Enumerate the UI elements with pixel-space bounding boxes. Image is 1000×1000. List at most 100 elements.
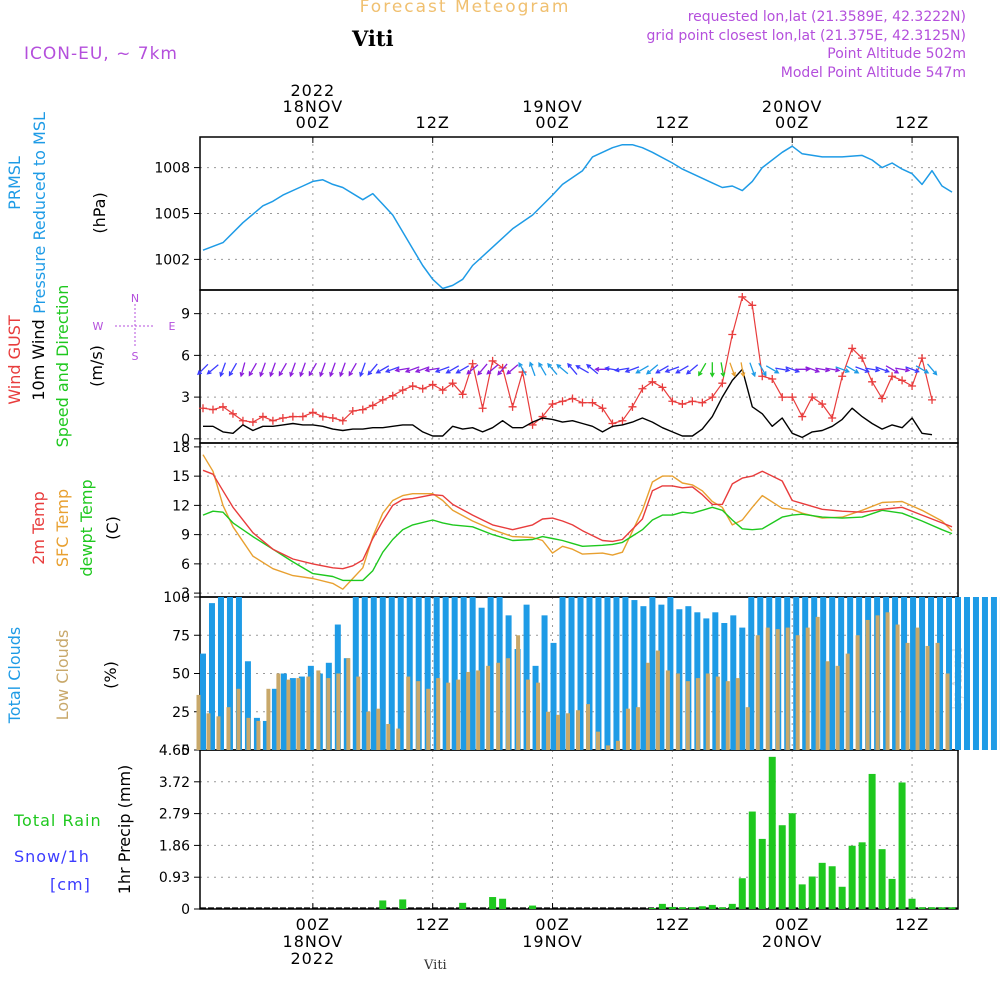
total-cloud-bar bbox=[262, 720, 269, 750]
total-cloud-bar bbox=[981, 597, 988, 750]
gust-marker bbox=[818, 400, 827, 409]
time-label-bottom: 00Z bbox=[535, 915, 569, 934]
gust-marker bbox=[898, 376, 907, 385]
total-cloud-bar bbox=[568, 597, 575, 750]
pressure-label-2: Pressure Reduced to MSL bbox=[30, 112, 49, 314]
wind-direction-arrow bbox=[885, 365, 900, 374]
low-cloud-bar bbox=[805, 627, 810, 750]
total-clouds-label: Total Clouds bbox=[5, 627, 24, 725]
gust-marker bbox=[508, 402, 517, 411]
rain-bar bbox=[818, 862, 826, 909]
wind-direction-arrow bbox=[895, 367, 911, 373]
gust-marker bbox=[488, 356, 497, 365]
wind-direction-arrow bbox=[329, 362, 336, 378]
wind-direction-arrow bbox=[835, 366, 850, 373]
wind-direction-arrow bbox=[775, 367, 791, 373]
y-tick-label: 3 bbox=[181, 586, 190, 602]
gust-marker bbox=[218, 402, 227, 411]
total-cloud-bar bbox=[963, 597, 970, 750]
wind-direction-arrow bbox=[664, 366, 680, 373]
rain-bar bbox=[948, 907, 956, 909]
low-cloud-bar bbox=[216, 716, 221, 750]
total-cloud-bar bbox=[667, 597, 674, 750]
wind-direction-arrow bbox=[319, 362, 326, 378]
time-label-top: 00Z bbox=[775, 113, 809, 132]
low-cloud-bar bbox=[326, 678, 331, 750]
total-cloud-bar bbox=[928, 597, 935, 750]
y-tick-label: 6 bbox=[181, 557, 190, 573]
total-cloud-bar bbox=[757, 597, 764, 750]
total-cloud-bar bbox=[460, 597, 467, 750]
low-cloud-bar bbox=[725, 681, 730, 750]
wind-direction-arrow bbox=[339, 362, 346, 378]
low-cloud-bar bbox=[486, 665, 491, 750]
rain-bar bbox=[708, 904, 716, 909]
wind-line bbox=[203, 368, 933, 439]
total-cloud-bar bbox=[748, 597, 755, 750]
wind-direction-arrow bbox=[259, 362, 266, 378]
low-cloud-bar bbox=[915, 627, 920, 750]
rain-bar bbox=[529, 905, 537, 909]
low-cloud-bar bbox=[715, 676, 720, 750]
wind-direction-arrow bbox=[624, 366, 640, 373]
total-cloud-bar bbox=[388, 597, 395, 750]
total-cloud-bar bbox=[937, 597, 944, 750]
total-cloud-bar bbox=[847, 597, 854, 750]
wind-direction-arrow bbox=[685, 364, 699, 375]
total-cloud-bar bbox=[208, 603, 215, 750]
rain-bar bbox=[728, 903, 736, 909]
total-cloud-bar bbox=[972, 597, 979, 750]
wind-direction-arrow bbox=[875, 366, 890, 373]
gust-marker bbox=[868, 377, 877, 386]
total-cloud-bar bbox=[541, 615, 548, 750]
total-cloud-bar bbox=[199, 653, 206, 750]
low-cloud-bar bbox=[835, 665, 840, 750]
low-cloud-bar bbox=[685, 681, 690, 750]
wind-direction-arrow bbox=[278, 362, 287, 377]
total-cloud-bar bbox=[640, 606, 647, 750]
gust-marker bbox=[308, 408, 317, 417]
time-label-top: 12Z bbox=[416, 113, 450, 132]
total-cloud-bar bbox=[955, 597, 961, 750]
gust-marker bbox=[848, 344, 857, 353]
wind-unit: (m/s) bbox=[87, 345, 106, 387]
rain-bar bbox=[878, 849, 886, 909]
low-cloud-bar bbox=[246, 717, 251, 750]
total-cloud-bar bbox=[739, 627, 746, 750]
clouds-unit: (%) bbox=[101, 661, 120, 689]
total-cloud-bar bbox=[604, 597, 611, 750]
wind-direction-arrow bbox=[424, 367, 440, 373]
low-cloud-bar bbox=[546, 711, 551, 750]
total-cloud-bar bbox=[919, 597, 926, 750]
y-tick-label: 4.65 bbox=[159, 743, 190, 759]
wind-direction-arrow bbox=[206, 364, 219, 375]
total-cloud-bar bbox=[829, 597, 836, 750]
gust-marker bbox=[698, 398, 707, 407]
y-tick-label: 3.72 bbox=[159, 775, 190, 791]
wind-direction-arrow bbox=[414, 366, 430, 373]
y-tick-label: 1005 bbox=[154, 207, 190, 223]
top-title: Forecast Meteogram bbox=[359, 0, 571, 17]
wind-direction-arrow bbox=[865, 367, 881, 373]
gust-marker bbox=[658, 383, 667, 392]
total-cloud-bar bbox=[235, 597, 242, 750]
time-label-bottom: 20NOV bbox=[762, 932, 823, 951]
pressure-unit: (hPa) bbox=[90, 192, 109, 233]
low-cloud-bar bbox=[406, 676, 411, 750]
time-label-bottom: 19NOV bbox=[522, 932, 583, 951]
wind-direction-arrow bbox=[655, 365, 669, 374]
rain-bar bbox=[858, 842, 866, 909]
wind-direction-arrow bbox=[434, 366, 450, 373]
wind-direction-arrow bbox=[740, 362, 746, 378]
low-cloud-bar bbox=[665, 670, 670, 750]
wind-direction-arrow bbox=[586, 363, 599, 375]
rain-bar bbox=[928, 907, 936, 909]
low-cloud-bar bbox=[206, 713, 211, 750]
gust-marker bbox=[428, 380, 437, 389]
low-cloud-bar bbox=[536, 682, 541, 750]
compass-e: E bbox=[169, 320, 176, 333]
low-cloud-bar bbox=[446, 682, 451, 750]
y-tick-label: 1.86 bbox=[159, 838, 190, 854]
low-cloud-bar bbox=[885, 612, 890, 750]
